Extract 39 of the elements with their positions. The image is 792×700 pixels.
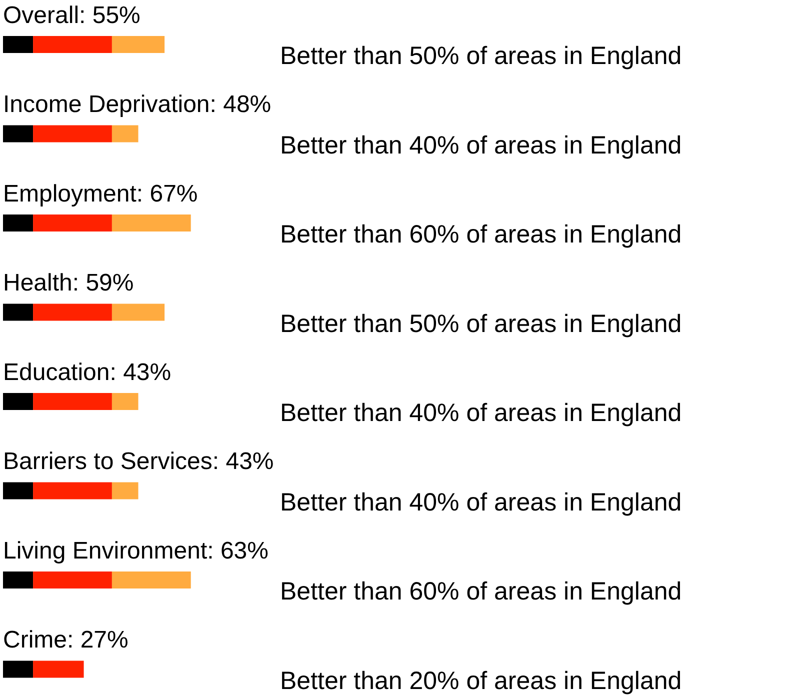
bar bbox=[3, 125, 34, 142]
bar bbox=[33, 304, 112, 321]
bar bbox=[112, 572, 191, 588]
bar bbox=[3, 482, 34, 500]
y-tick-label: Living Environment: 63% bbox=[3, 537, 268, 564]
bar bbox=[33, 214, 112, 232]
bar bbox=[33, 36, 112, 53]
text: Better than 50% of areas in England bbox=[280, 310, 682, 338]
y-tick-label: Income Deprivation: 48% bbox=[3, 91, 272, 118]
bar bbox=[3, 660, 34, 678]
text: Better than 20% of areas in England bbox=[280, 666, 682, 695]
text: Better than 40% of areas in England bbox=[280, 131, 682, 160]
bar bbox=[3, 393, 34, 410]
bar bbox=[112, 482, 138, 500]
text: Better than 60% of areas in England bbox=[280, 220, 682, 249]
y-tick-label: Overall: 55% bbox=[3, 2, 140, 29]
bar bbox=[3, 304, 34, 321]
text: Better than 40% of areas in England bbox=[280, 399, 682, 428]
bar bbox=[33, 572, 112, 588]
bar bbox=[3, 572, 34, 588]
text: Better than 60% of areas in England bbox=[280, 578, 682, 606]
y-tick-label: Education: 43% bbox=[3, 358, 172, 386]
text: Better than 50% of areas in England bbox=[280, 42, 682, 70]
y-tick-label: Barriers to Services: 43% bbox=[3, 448, 274, 476]
y-tick-label: Employment: 67% bbox=[3, 180, 198, 208]
y-tick-label: Crime: 27% bbox=[3, 626, 128, 654]
bar bbox=[112, 125, 138, 142]
y-tick-label: Health: 59% bbox=[3, 270, 134, 297]
bar bbox=[33, 660, 84, 678]
bar bbox=[3, 214, 34, 232]
bar bbox=[33, 393, 112, 410]
bar bbox=[112, 393, 138, 410]
bar bbox=[112, 214, 191, 232]
bar bbox=[33, 482, 112, 500]
text: Better than 40% of areas in England bbox=[280, 488, 682, 516]
bar bbox=[3, 36, 34, 53]
bar bbox=[112, 304, 165, 321]
bar bbox=[33, 125, 112, 142]
bar bbox=[112, 36, 165, 53]
